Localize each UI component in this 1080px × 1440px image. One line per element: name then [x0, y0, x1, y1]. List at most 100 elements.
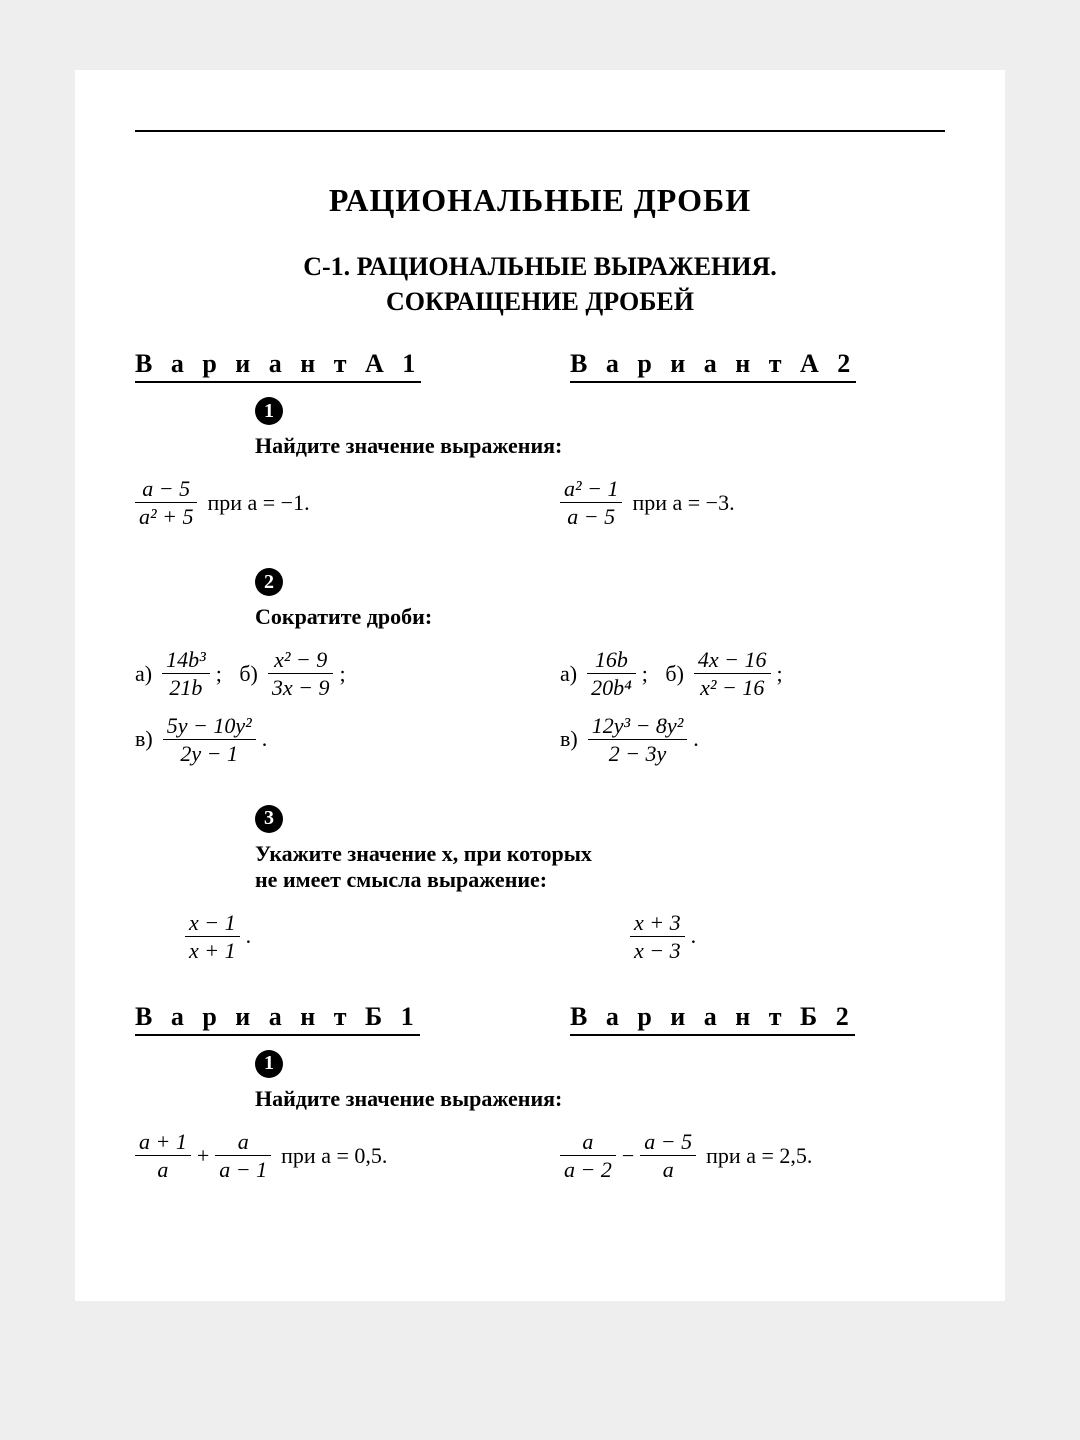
tb1-left-after: при a = 0,5.: [281, 1143, 387, 1169]
t2-right-b-label: б): [665, 661, 684, 687]
t3-left-den: x + 1: [185, 939, 240, 962]
t3-right-frac: x + 3 x − 3: [630, 911, 685, 962]
t2-left-a-frac: 14b³ 21b: [162, 648, 210, 699]
t2-right-a-num: 16b: [591, 648, 632, 671]
t2-left-b-label: б): [239, 661, 258, 687]
t2-right-a-label: а): [560, 661, 577, 687]
task-b1-body: a + 1 a + a a − 1 при a = 0,5. a a − 2 −: [135, 1130, 945, 1195]
task-2-prompt: Сократите дроби:: [255, 604, 945, 630]
sep: .: [691, 923, 697, 949]
t1-left-expr: a − 5 a² + 5 при a = −1.: [135, 477, 520, 528]
variant-a2-label: В а р и а н т А 2: [570, 349, 856, 383]
tb1-left-f2-den: a − 1: [215, 1158, 271, 1181]
section-title: С-1. РАЦИОНАЛЬНЫЕ ВЫРАЖЕНИЯ. СОКРАЩЕНИЕ …: [115, 249, 965, 319]
bullet-b1-icon: 1: [255, 1050, 283, 1078]
t2-right-v-label: в): [560, 726, 578, 752]
variant-b2: В а р и а н т Б 2: [570, 1002, 945, 1050]
t2-right-v-num: 12y³ − 8y²: [588, 714, 688, 737]
tb1-left-f1-num: a + 1: [135, 1130, 191, 1153]
t1-right-after: при a = −3.: [632, 490, 734, 516]
t1-left-den: a² + 5: [135, 505, 197, 528]
t2-right-b-frac: 4x − 16 x² − 16: [694, 648, 771, 699]
t2-right-b-den: x² − 16: [696, 676, 768, 699]
bullet-1-icon: 1: [255, 397, 283, 425]
task-b1: 1 Найдите значение выражения:: [255, 1050, 945, 1112]
tb1-right-f2-num: a − 5: [640, 1130, 696, 1153]
t3-right-expr: x + 3 x − 3 .: [630, 911, 945, 962]
sep: .: [246, 923, 252, 949]
t2-left-a-num: 14b³: [162, 648, 210, 671]
t2-left-row2: в) 5y − 10y² 2y − 1 .: [135, 714, 520, 765]
t1-left-after: при a = −1.: [207, 490, 309, 516]
sep: ;: [339, 661, 345, 687]
section-title-line1: С-1. РАЦИОНАЛЬНЫЕ ВЫРАЖЕНИЯ.: [303, 252, 777, 281]
variant-a1-label: В а р и а н т А 1: [135, 349, 421, 383]
t2-right-row1: а) 16b 20b⁴ ; б) 4x − 16 x² − 16 ;: [560, 648, 945, 699]
minus-sign: −: [622, 1143, 634, 1169]
t1-left-num: a − 5: [138, 477, 194, 500]
t2-right-v-den: 2 − 3y: [605, 742, 671, 765]
t3-right-num: x + 3: [630, 911, 685, 934]
sep: .: [262, 726, 268, 752]
section-title-line2: СОКРАЩЕНИЕ ДРОБЕЙ: [386, 287, 694, 316]
t3-left-num: x − 1: [185, 911, 240, 934]
t2-left-a-den: 21b: [165, 676, 206, 699]
t1-right-den: a − 5: [563, 505, 619, 528]
tb1-right-f1: a a − 2: [560, 1130, 616, 1181]
t1-right-expr: a² − 1 a − 5 при a = −3.: [560, 477, 945, 528]
sep: ;: [777, 661, 783, 687]
task-3-prompt-l2: не имеет смысла выражение:: [255, 867, 547, 892]
t2-right-v-frac: 12y³ − 8y² 2 − 3y: [588, 714, 688, 765]
t3-left-expr: x − 1 x + 1 .: [185, 911, 520, 962]
page-sheet: РАЦИОНАЛЬНЫЕ ДРОБИ С-1. РАЦИОНАЛЬНЫЕ ВЫР…: [75, 70, 1005, 1301]
task-2-body: а) 14b³ 21b ; б) x² − 9 3x − 9 ; в) 5y −…: [135, 648, 945, 778]
tb1-left-expr: a + 1 a + a a − 1 при a = 0,5.: [135, 1130, 520, 1181]
tb1-left-f2-num: a: [234, 1130, 253, 1153]
t2-right-row2: в) 12y³ − 8y² 2 − 3y .: [560, 714, 945, 765]
t2-left-b-den: 3x − 9: [268, 676, 334, 699]
variant-b1-label: В а р и а н т Б 1: [135, 1002, 420, 1036]
t1-right-num: a² − 1: [560, 477, 622, 500]
tb1-right-f1-den: a − 2: [560, 1158, 616, 1181]
task-1-body: a − 5 a² + 5 при a = −1. a² − 1 a − 5 пр…: [135, 477, 945, 542]
task-3-prompt-l1: Укажите значение x, при которых: [255, 841, 592, 866]
t2-left-v-num: 5y − 10y²: [163, 714, 256, 737]
t2-right-b-num: 4x − 16: [694, 648, 771, 671]
tb1-left-f2: a a − 1: [215, 1130, 271, 1181]
sep: ;: [642, 661, 648, 687]
t2-left-b-num: x² − 9: [270, 648, 331, 671]
bullet-2-icon: 2: [255, 568, 283, 596]
tb1-right-expr: a a − 2 − a − 5 a при a = 2,5.: [560, 1130, 945, 1181]
sep: .: [693, 726, 699, 752]
bullet-3-icon: 3: [255, 805, 283, 833]
task-2: 2 Сократите дроби:: [255, 568, 945, 630]
t2-left-v-label: в): [135, 726, 153, 752]
top-rule: [135, 130, 945, 132]
t2-left-a-label: а): [135, 661, 152, 687]
task-3-prompt: Укажите значение x, при которых не имеет…: [255, 841, 945, 893]
tb1-right-f2: a − 5 a: [640, 1130, 696, 1181]
t2-right-a-den: 20b⁴: [587, 676, 636, 699]
page-title: РАЦИОНАЛЬНЫЕ ДРОБИ: [115, 182, 965, 219]
tb1-right-f2-den: a: [659, 1158, 678, 1181]
t2-right-a-frac: 16b 20b⁴: [587, 648, 636, 699]
variant-a1: В а р и а н т А 1: [135, 349, 510, 397]
t2-left-v-den: 2y − 1: [176, 742, 242, 765]
t2-left-row1: а) 14b³ 21b ; б) x² − 9 3x − 9 ;: [135, 648, 520, 699]
task-3: 3 Укажите значение x, при которых не име…: [255, 805, 945, 893]
t1-left-frac: a − 5 a² + 5: [135, 477, 197, 528]
t2-left-v-frac: 5y − 10y² 2y − 1: [163, 714, 256, 765]
task-b1-prompt: Найдите значение выражения:: [255, 1086, 945, 1112]
sep: ;: [216, 661, 222, 687]
tb1-left-f1: a + 1 a: [135, 1130, 191, 1181]
tb1-right-f1-num: a: [578, 1130, 597, 1153]
tb1-right-after: при a = 2,5.: [706, 1143, 812, 1169]
variant-b1: В а р и а н т Б 1: [135, 1002, 510, 1050]
t2-left-b-frac: x² − 9 3x − 9: [268, 648, 334, 699]
variants-a-row: В а р и а н т А 1 В а р и а н т А 2: [135, 349, 945, 397]
tb1-left-f1-den: a: [153, 1158, 172, 1181]
variants-b-row: В а р и а н т Б 1 В а р и а н т Б 2: [135, 1002, 945, 1050]
variant-b2-label: В а р и а н т Б 2: [570, 1002, 855, 1036]
task-1: 1 Найдите значение выражения:: [255, 397, 945, 459]
plus-sign: +: [197, 1143, 209, 1169]
